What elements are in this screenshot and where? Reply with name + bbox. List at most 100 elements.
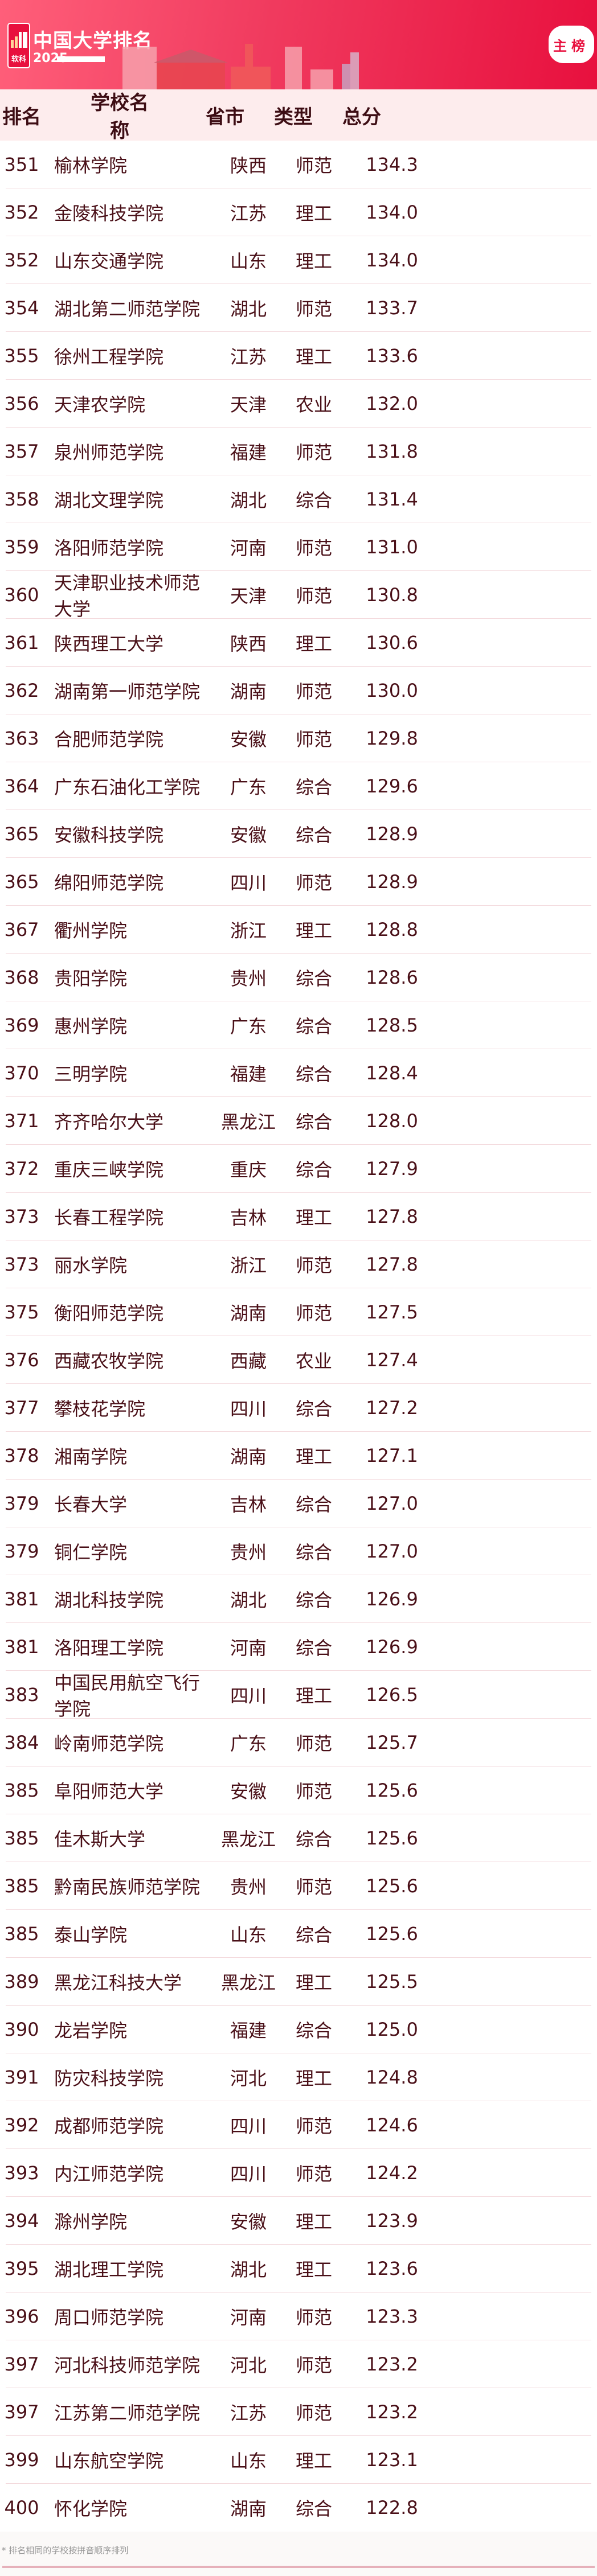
table-row[interactable]: 385 黔南民族师范学院 贵州 师范 125.6 [0,1862,597,1910]
table-row[interactable]: 367 衢州学院 浙江 理工 128.8 [0,906,597,954]
rank: 397 [4,2353,39,2375]
score: 127.0 [366,1540,418,1562]
table-row[interactable]: 362 湖南第一师范学院 湖南 师范 130.0 [0,667,597,714]
province: 西藏 [230,1350,267,1372]
province: 安徽 [230,1781,267,1802]
table-row[interactable]: 351 榆林学院 陕西 师范 134.3 [0,141,597,188]
table-row[interactable]: 395 湖北理工学院 湖北 理工 123.6 [0,2245,597,2292]
campus-skyline-illustration [122,44,359,89]
type: 理工 [295,203,332,224]
rank: 379 [4,1493,39,1514]
table-row[interactable]: 365 绵阳师范学院 四川 师范 128.9 [0,858,597,906]
table-row[interactable]: 361 陕西理工大学 陕西 理工 130.6 [0,619,597,667]
province: 湖南 [230,681,267,702]
province: 四川 [230,1398,267,1420]
table-row[interactable]: 358 湖北文理学院 湖北 综合 131.4 [0,475,597,523]
score: 133.6 [366,345,418,367]
province: 四川 [230,872,267,894]
rank: 385 [4,1827,39,1849]
school-name: 洛阳师范学院 [54,537,164,559]
type: 理工 [295,346,332,368]
province: 河北 [230,2068,267,2089]
school-name: 广东石油化工学院 [54,777,201,798]
table-row[interactable]: 378 湘南学院 湖南 理工 127.1 [0,1432,597,1480]
rank: 373 [4,1254,39,1275]
school-name: 怀化学院 [54,2498,128,2520]
table-row[interactable]: 379 铜仁学院 贵州 综合 127.0 [0,1527,597,1575]
table-row[interactable]: 391 防灾科技学院 河北 理工 124.8 [0,2053,597,2101]
table-row[interactable]: 376 西藏农牧学院 西藏 农业 127.4 [0,1336,597,1384]
province: 天津 [230,394,267,416]
score: 122.8 [366,2497,418,2519]
table-row[interactable]: 368 贵阳学院 贵州 综合 128.6 [0,954,597,1001]
table-row[interactable]: 360 天津职业技术师范大学 天津 师范 130.8 [0,571,597,620]
type: 综合 [295,1589,332,1611]
table-row[interactable]: 375 衡阳师范学院 湖南 师范 127.5 [0,1288,597,1336]
table-row[interactable]: 372 重庆三峡学院 重庆 综合 127.9 [0,1145,597,1193]
table-row[interactable]: 399 山东航空学院 山东 理工 123.1 [0,2436,597,2484]
table-row[interactable]: 397 江苏第二师范学院 江苏 师范 123.2 [0,2388,597,2436]
rank: 361 [4,632,39,654]
table-row[interactable]: 384 岭南师范学院 广东 师范 125.7 [0,1719,597,1766]
table-row[interactable]: 381 洛阳理工学院 河南 综合 126.9 [0,1623,597,1671]
table-row[interactable]: 389 黑龙江科技大学 黑龙江 理工 125.5 [0,1958,597,2006]
table-row[interactable]: 383 中国民用航空飞行学院 四川 理工 126.5 [0,1671,597,1720]
table-row[interactable]: 365 安徽科技学院 安徽 综合 128.9 [0,810,597,858]
bar-chart-icon [11,32,27,48]
table-row[interactable]: 373 长春工程学院 吉林 理工 127.8 [0,1193,597,1240]
school-name: 泉州师范学院 [54,442,164,463]
table-row[interactable]: 385 阜阳师范大学 安徽 师范 125.6 [0,1766,597,1814]
table-row[interactable]: 394 滁州学院 安徽 理工 123.9 [0,2197,597,2245]
type: 综合 [295,490,332,511]
main-list-badge[interactable]: 主榜 [549,26,594,63]
table-row[interactable]: 369 惠州学院 广东 综合 128.5 [0,1001,597,1049]
score: 132.0 [366,393,418,414]
table-row[interactable]: 400 怀化学院 湖南 综合 122.8 [0,2484,597,2532]
logo-text: 软科 [11,55,26,64]
province: 福建 [230,1063,267,1085]
table-row[interactable]: 357 泉州师范学院 福建 师范 131.8 [0,428,597,475]
table-row[interactable]: 377 攀枝花学院 四川 综合 127.2 [0,1384,597,1432]
table-row[interactable]: 385 泰山学院 山东 综合 125.6 [0,1910,597,1958]
school-name: 安徽科技学院 [54,824,164,846]
table-row[interactable]: 396 周口师范学院 河南 师范 123.3 [0,2292,597,2340]
table-row[interactable]: 354 湖北第二师范学院 湖北 师范 133.7 [0,284,597,332]
score: 134.0 [366,202,418,223]
school-name: 防灾科技学院 [54,2068,164,2089]
score: 125.6 [366,1875,418,1897]
table-row[interactable]: 356 天津农学院 天津 农业 132.0 [0,380,597,428]
rank: 367 [4,919,39,940]
rank: 355 [4,345,39,367]
rank: 362 [4,680,39,701]
table-row[interactable]: 381 湖北科技学院 湖北 综合 126.9 [0,1575,597,1623]
school-name: 铜仁学院 [54,1542,128,1563]
table-row[interactable]: 352 金陵科技学院 江苏 理工 134.0 [0,188,597,236]
table-row[interactable]: 355 徐州工程学院 江苏 理工 133.6 [0,332,597,380]
score: 128.9 [366,871,418,893]
school-name: 阜阳师范大学 [54,1781,164,1802]
table-row[interactable]: 352 山东交通学院 山东 理工 134.0 [0,236,597,284]
table-row[interactable]: 373 丽水学院 浙江 师范 127.8 [0,1240,597,1288]
ranking-table-body: 351 榆林学院 陕西 师范 134.3 352 金陵科技学院 江苏 理工 134.0 352 山东交… [0,141,597,2532]
table-row[interactable]: 371 齐齐哈尔大学 黑龙江 综合 128.0 [0,1097,597,1145]
table-row[interactable]: 397 河北科技师范学院 河北 师范 123.2 [0,2340,597,2388]
rank: 394 [4,2210,39,2232]
province: 吉林 [230,1207,267,1229]
col-school: 学校名称 [91,92,149,142]
table-row[interactable]: 392 成都师范学院 四川 师范 124.6 [0,2101,597,2149]
province: 湖南 [230,1303,267,1324]
type: 师范 [295,681,332,702]
table-row[interactable]: 385 佳木斯大学 黑龙江 综合 125.6 [0,1814,597,1862]
table-row[interactable]: 379 长春大学 吉林 综合 127.0 [0,1480,597,1527]
table-row[interactable]: 359 洛阳师范学院 河南 师范 131.0 [0,523,597,571]
rank: 377 [4,1397,39,1419]
table-row[interactable]: 390 龙岩学院 福建 综合 125.0 [0,2006,597,2053]
school-name: 重庆三峡学院 [54,1159,164,1181]
type: 师范 [295,585,332,607]
table-row[interactable]: 393 内江师范学院 四川 师范 124.2 [0,2149,597,2197]
rank: 351 [4,154,39,175]
type: 师范 [295,1876,332,1898]
table-row[interactable]: 364 广东石油化工学院 广东 综合 129.6 [0,762,597,810]
table-row[interactable]: 363 合肥师范学院 安徽 师范 129.8 [0,714,597,762]
table-row[interactable]: 370 三明学院 福建 综合 128.4 [0,1049,597,1097]
